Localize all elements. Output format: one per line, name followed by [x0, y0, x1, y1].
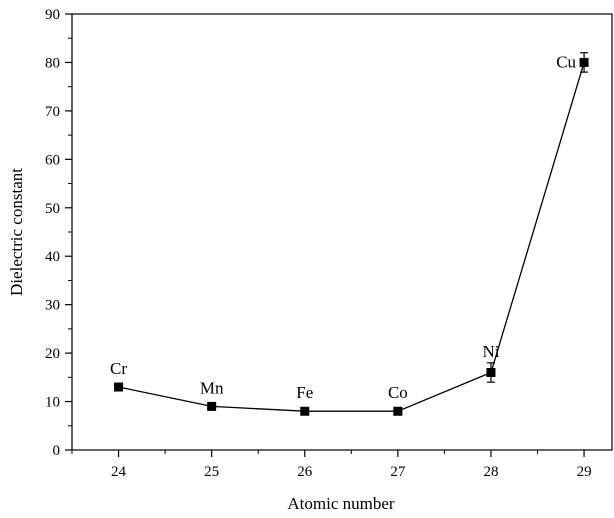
point-label: Fe: [296, 383, 313, 402]
x-tick-label: 27: [390, 464, 406, 480]
y-tick-label: 70: [45, 104, 60, 120]
point-label: Cu: [556, 52, 576, 71]
point-label: Ni: [482, 342, 499, 361]
x-tick-label: 24: [111, 464, 127, 480]
y-tick-label: 60: [45, 152, 60, 168]
data-point: [393, 406, 403, 416]
data-point: [207, 401, 217, 411]
y-axis-ticks: 0 10 20 30 40 50 60 70 80 90: [45, 7, 72, 459]
y-tick-label: 80: [45, 55, 60, 71]
point-label: Mn: [200, 378, 224, 397]
data-point: [579, 57, 589, 67]
y-tick-label: 0: [53, 443, 61, 459]
plot-area-border: [71, 13, 613, 451]
y-axis-title: Dielectric constant: [7, 168, 26, 296]
series-line: [118, 62, 585, 412]
point-label: Cr: [110, 359, 127, 378]
x-tick-label: 29: [577, 464, 592, 480]
y-tick-label: 20: [45, 346, 60, 362]
x-axis-ticks: 24 25 26 27 28 29: [71, 450, 592, 480]
x-axis-title: Atomic number: [287, 494, 395, 513]
y-tick-label: 90: [45, 7, 60, 23]
data-point: [300, 406, 310, 416]
plot-frame: [71, 13, 613, 451]
y-tick-label: 50: [45, 201, 60, 217]
x-tick-label: 26: [297, 464, 313, 480]
y-tick-label: 40: [45, 249, 60, 265]
data-point: [486, 367, 496, 377]
x-tick-label: 28: [483, 464, 498, 480]
data-point: [114, 382, 124, 392]
y-tick-label: 30: [45, 298, 60, 314]
x-tick-label: 25: [204, 464, 219, 480]
data-series: Cr Mn Fe Co Ni Cu: [110, 52, 589, 416]
point-label: Co: [388, 383, 408, 402]
y-tick-label: 10: [45, 395, 60, 411]
